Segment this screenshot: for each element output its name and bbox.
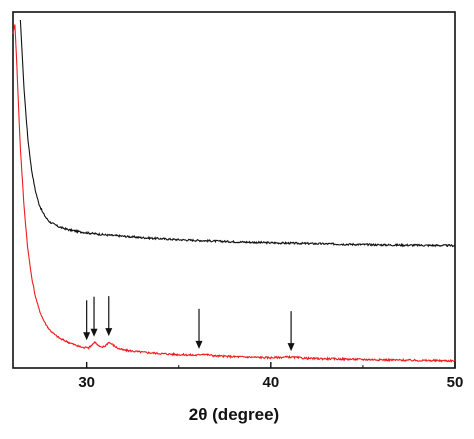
peak-arrow-1 (83, 300, 91, 341)
series-layer (12, 19, 456, 364)
plot-frame (12, 11, 456, 369)
x-tick-label-50: 50 (447, 374, 464, 391)
series-line-2 (12, 24, 456, 364)
peak-arrow-3 (105, 296, 113, 337)
x-tick-label-30: 30 (78, 374, 95, 391)
peak-arrow-5 (287, 311, 295, 352)
peak-arrow-4 (195, 308, 203, 349)
series-line-1 (19, 19, 456, 248)
x-axis-title: 2θ (degree) (189, 405, 279, 424)
x-axis-ticks: 30 40 50 (78, 362, 463, 391)
peak-arrow-2 (90, 296, 98, 337)
x-tick-label-40: 40 (262, 374, 279, 391)
annotation-arrows (83, 296, 295, 352)
